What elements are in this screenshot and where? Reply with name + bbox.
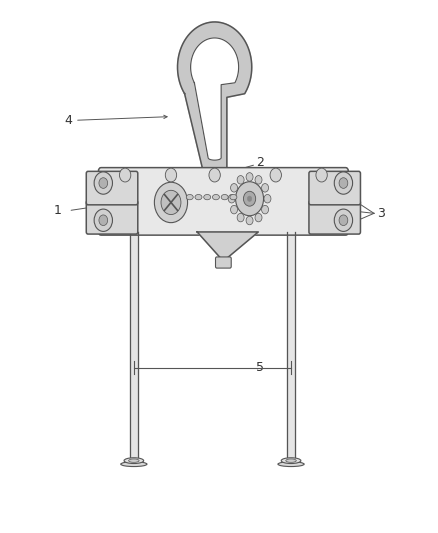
Ellipse shape: [281, 458, 301, 464]
Circle shape: [339, 215, 348, 225]
Ellipse shape: [195, 195, 202, 200]
Ellipse shape: [230, 195, 237, 200]
Ellipse shape: [121, 462, 147, 466]
Circle shape: [94, 172, 113, 194]
Circle shape: [161, 190, 181, 215]
Polygon shape: [191, 38, 239, 160]
Polygon shape: [130, 232, 138, 457]
Ellipse shape: [212, 195, 219, 200]
Circle shape: [339, 177, 348, 188]
Circle shape: [237, 175, 244, 184]
Circle shape: [246, 173, 253, 181]
Circle shape: [99, 215, 108, 225]
FancyBboxPatch shape: [86, 200, 138, 234]
Text: 5: 5: [257, 361, 265, 374]
Circle shape: [154, 182, 187, 223]
Ellipse shape: [286, 459, 296, 462]
FancyBboxPatch shape: [309, 171, 360, 205]
Circle shape: [246, 216, 253, 225]
Text: 4: 4: [64, 114, 72, 127]
Circle shape: [237, 213, 244, 222]
Circle shape: [165, 168, 177, 182]
Circle shape: [120, 168, 131, 182]
Circle shape: [334, 209, 353, 231]
FancyBboxPatch shape: [309, 200, 360, 234]
Circle shape: [244, 191, 256, 206]
Circle shape: [255, 213, 262, 222]
Circle shape: [261, 183, 268, 192]
Ellipse shape: [278, 462, 304, 466]
Text: 2: 2: [257, 156, 265, 169]
Text: 1: 1: [53, 204, 61, 217]
FancyBboxPatch shape: [215, 257, 231, 268]
Circle shape: [94, 209, 113, 231]
Circle shape: [247, 196, 252, 201]
Polygon shape: [177, 22, 252, 173]
Ellipse shape: [221, 195, 228, 200]
Circle shape: [99, 177, 108, 188]
Ellipse shape: [129, 459, 139, 462]
Circle shape: [236, 182, 264, 216]
Circle shape: [209, 168, 220, 182]
FancyBboxPatch shape: [99, 167, 348, 235]
Circle shape: [228, 195, 235, 203]
Circle shape: [230, 205, 237, 214]
Circle shape: [316, 168, 327, 182]
Circle shape: [270, 168, 282, 182]
Circle shape: [261, 205, 268, 214]
Circle shape: [255, 175, 262, 184]
Ellipse shape: [124, 458, 144, 464]
Circle shape: [264, 195, 271, 203]
Polygon shape: [197, 232, 258, 261]
Ellipse shape: [204, 195, 211, 200]
Circle shape: [230, 183, 237, 192]
Polygon shape: [287, 232, 295, 457]
Circle shape: [334, 172, 353, 194]
Text: 3: 3: [377, 207, 385, 220]
FancyBboxPatch shape: [86, 171, 138, 205]
Ellipse shape: [186, 195, 193, 200]
